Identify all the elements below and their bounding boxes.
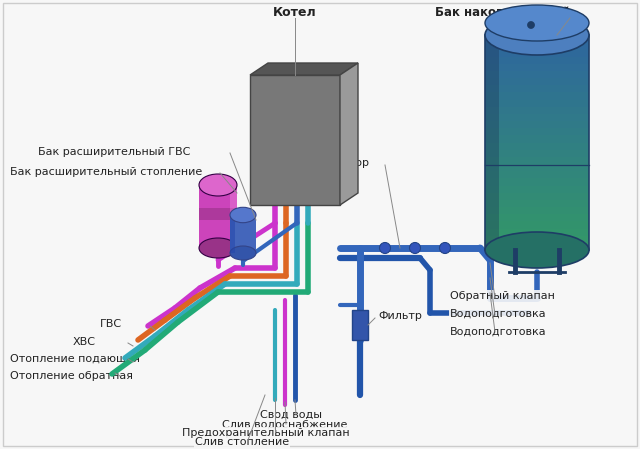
Polygon shape: [485, 57, 589, 64]
Polygon shape: [485, 49, 589, 57]
Polygon shape: [485, 64, 589, 71]
Polygon shape: [199, 185, 237, 248]
Polygon shape: [485, 178, 589, 186]
Polygon shape: [485, 171, 589, 179]
Circle shape: [410, 242, 420, 254]
Circle shape: [527, 22, 534, 28]
Text: Слив стопление: Слив стопление: [195, 437, 289, 447]
Text: ХВС: ХВС: [73, 337, 96, 347]
Ellipse shape: [485, 15, 589, 55]
Polygon shape: [485, 236, 589, 243]
Text: Свод воды: Свод воды: [260, 410, 322, 420]
Polygon shape: [250, 75, 340, 205]
Polygon shape: [485, 121, 589, 129]
Polygon shape: [485, 229, 589, 236]
Ellipse shape: [485, 5, 589, 41]
Bar: [352, 310, 368, 340]
Ellipse shape: [199, 174, 237, 196]
FancyBboxPatch shape: [3, 3, 637, 446]
Ellipse shape: [230, 207, 256, 223]
Text: Отопление подающая: Отопление подающая: [10, 354, 140, 364]
Text: Котел: Котел: [273, 6, 317, 19]
Polygon shape: [230, 215, 235, 253]
Polygon shape: [485, 107, 589, 114]
Text: Бак расширительный стопление: Бак расширительный стопление: [10, 167, 202, 177]
Polygon shape: [485, 35, 589, 43]
Polygon shape: [485, 157, 589, 164]
Polygon shape: [485, 85, 589, 93]
Text: Водоподготовка: Водоподготовка: [450, 309, 547, 319]
Text: Водоподготовка: Водоподготовка: [450, 327, 547, 337]
Text: Редуктор: Редуктор: [315, 158, 370, 168]
Polygon shape: [485, 207, 589, 215]
Polygon shape: [485, 71, 589, 79]
Polygon shape: [485, 78, 589, 86]
Text: ГВС: ГВС: [100, 319, 122, 329]
Polygon shape: [485, 243, 589, 251]
Text: Предохранительный клапан: Предохранительный клапан: [182, 428, 349, 438]
Text: Фильтр: Фильтр: [378, 311, 422, 321]
Ellipse shape: [199, 238, 237, 258]
Polygon shape: [485, 164, 589, 172]
Text: Бак накопительный: Бак накопительный: [435, 6, 570, 19]
Polygon shape: [250, 63, 358, 75]
Polygon shape: [485, 150, 589, 157]
Polygon shape: [485, 193, 589, 200]
Text: Слив водоснабжение: Слив водоснабжение: [222, 420, 348, 430]
Polygon shape: [485, 142, 589, 150]
Polygon shape: [485, 128, 589, 136]
Polygon shape: [340, 63, 358, 205]
Circle shape: [380, 242, 390, 254]
Polygon shape: [485, 100, 589, 107]
Polygon shape: [485, 200, 589, 207]
Polygon shape: [485, 221, 589, 229]
Polygon shape: [485, 92, 589, 100]
Polygon shape: [485, 135, 589, 143]
Ellipse shape: [485, 232, 589, 268]
Circle shape: [440, 242, 451, 254]
Polygon shape: [230, 215, 256, 253]
Polygon shape: [199, 208, 237, 220]
Text: Отопление обратная: Отопление обратная: [10, 371, 133, 381]
Polygon shape: [485, 185, 589, 193]
Text: Бак расширительный ГВС: Бак расширительный ГВС: [38, 147, 190, 157]
Text: Обратный клапан: Обратный клапан: [450, 291, 555, 301]
Ellipse shape: [230, 246, 256, 260]
Polygon shape: [485, 35, 499, 250]
Polygon shape: [485, 114, 589, 122]
Polygon shape: [485, 42, 589, 50]
Polygon shape: [485, 214, 589, 222]
Polygon shape: [230, 190, 237, 243]
